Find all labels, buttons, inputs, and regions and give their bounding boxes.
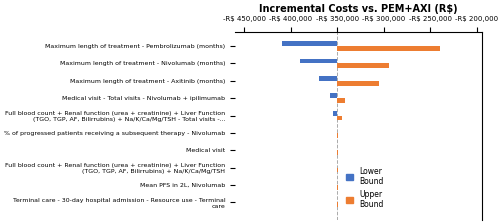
Bar	[336, 128, 338, 133]
Bar	[338, 63, 388, 68]
Bar	[300, 58, 338, 63]
Bar	[333, 111, 338, 116]
Bar	[319, 76, 338, 81]
Bar	[330, 93, 338, 98]
Title: Incremental Costs vs. PEM+AXI (R$): Incremental Costs vs. PEM+AXI (R$)	[259, 4, 458, 14]
Legend: Lower
Bound, Upper
Bound: Lower Bound, Upper Bound	[342, 164, 386, 212]
Bar	[338, 98, 345, 103]
Bar	[338, 81, 380, 86]
Bar	[282, 41, 338, 46]
Bar	[338, 116, 342, 120]
Bar	[338, 46, 440, 51]
